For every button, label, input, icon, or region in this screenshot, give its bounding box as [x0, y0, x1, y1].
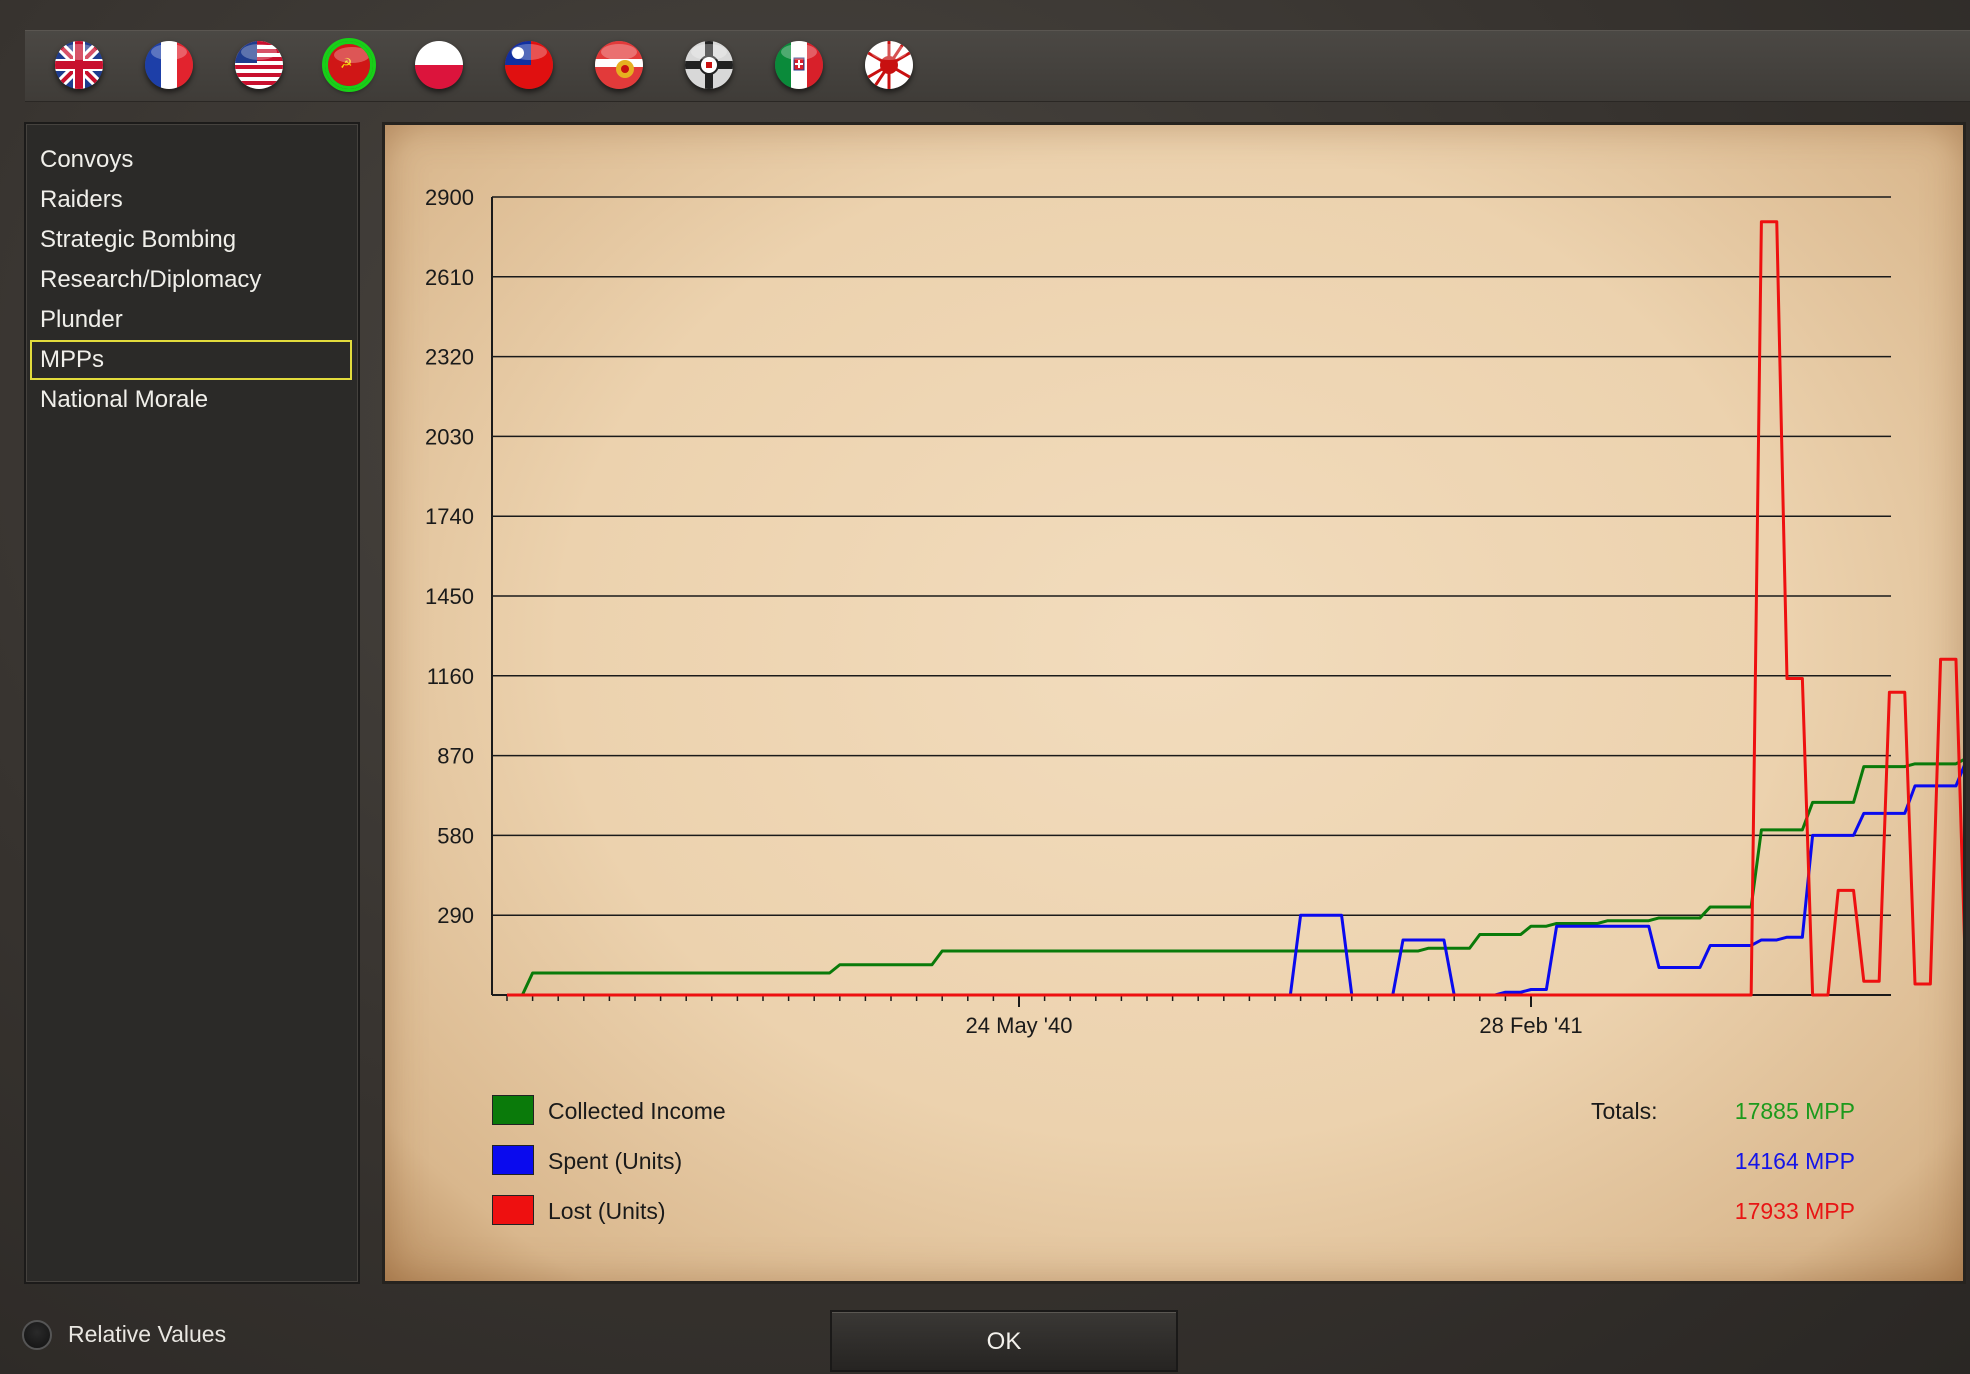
y-tick-label-2900: 2900: [425, 185, 474, 210]
japan-flag-icon[interactable]: [865, 41, 913, 89]
poland-flag-icon[interactable]: [415, 41, 463, 89]
italy-flag-icon[interactable]: [775, 41, 823, 89]
ok-button[interactable]: OK: [830, 1310, 1178, 1372]
y-tick-label-1740: 1740: [425, 504, 474, 529]
series-line-collected-income: [507, 758, 1963, 997]
series-line-lost-units: [507, 220, 1963, 997]
legend-label-collected-income: Collected Income: [548, 1098, 726, 1124]
relative-values-label: Relative Values: [68, 1321, 227, 1347]
relative-values-radio[interactable]: [22, 1320, 52, 1350]
france-flag-icon[interactable]: [145, 41, 193, 89]
ussr-flag-icon[interactable]: ☭: [322, 38, 376, 92]
menu-item-national-morale[interactable]: National Morale: [40, 386, 209, 413]
y-tick-label-580: 580: [437, 823, 474, 848]
germany-flag-icon[interactable]: [685, 41, 733, 89]
menu-item-convoys[interactable]: Convoys: [40, 146, 134, 173]
legend-swatch-collected-income: [492, 1095, 534, 1125]
y-tick-label-2610: 2610: [425, 265, 474, 290]
usa-flag-icon[interactable]: [235, 41, 283, 89]
menu-item-raiders[interactable]: Raiders: [40, 186, 123, 213]
y-tick-label-870: 870: [437, 744, 474, 769]
menu-item-research-diplomacy[interactable]: Research/Diplomacy: [40, 266, 262, 293]
legend-swatch-spent-units: [492, 1145, 534, 1175]
china-flag-icon[interactable]: [505, 41, 553, 89]
total-lost-units: 17933 MPP: [1734, 1198, 1855, 1224]
y-tick-label-1450: 1450: [425, 584, 474, 609]
legend-swatch-lost-units: [492, 1195, 534, 1225]
chart-panel: 290 580 870 1160 1450 1740 2030 2320 2610 2900 24 …: [382, 122, 1966, 1284]
menu-item-plunder[interactable]: Plunder: [40, 306, 123, 333]
x-tick-label: 28 Feb '41: [1479, 1013, 1582, 1038]
report-category-menu: Convoys Raiders Strategic Bombing Resear…: [24, 122, 360, 1284]
svg-text:☭: ☭: [340, 56, 353, 72]
legend-label-spent-units: Spent (Units): [548, 1148, 683, 1174]
x-tick-label: 24 May '40: [966, 1013, 1073, 1038]
y-tick-label-1160: 1160: [427, 664, 474, 689]
y-tick-label-2320: 2320: [425, 345, 474, 370]
menu-item-mpps[interactable]: MPPs: [30, 340, 352, 380]
total-spent-units: 14164 MPP: [1734, 1148, 1855, 1174]
united-kingdom-flag-icon[interactable]: [55, 41, 103, 89]
menu-item-strategic-bombing[interactable]: Strategic Bombing: [40, 226, 237, 253]
y-tick-label-2030: 2030: [425, 424, 474, 449]
y-tick-label-290: 290: [437, 903, 474, 928]
mpp-line-chart: 290 580 870 1160 1450 1740 2030 2320 2610 2900 24 …: [425, 185, 1963, 1038]
axis-minor-flag-icon[interactable]: [595, 41, 643, 89]
totals-label: Totals:: [1591, 1098, 1658, 1124]
nation-selector-bar: ☭: [25, 30, 1970, 102]
legend-label-lost-units: Lost (Units): [548, 1198, 666, 1224]
total-collected-income: 17885 MPP: [1734, 1098, 1855, 1124]
